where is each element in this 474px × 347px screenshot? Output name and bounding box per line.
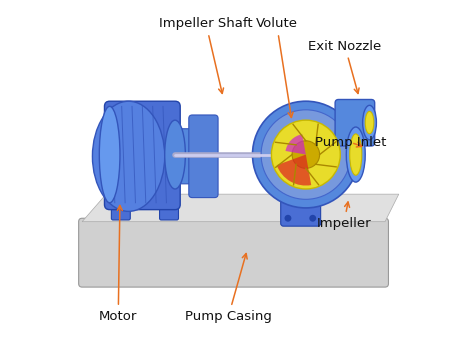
FancyBboxPatch shape — [104, 101, 180, 210]
Circle shape — [272, 120, 340, 189]
Ellipse shape — [363, 105, 376, 140]
Circle shape — [253, 101, 359, 208]
FancyBboxPatch shape — [170, 129, 201, 184]
Ellipse shape — [350, 134, 362, 175]
Circle shape — [284, 215, 292, 222]
Circle shape — [261, 110, 351, 199]
Ellipse shape — [346, 127, 365, 182]
Ellipse shape — [100, 107, 120, 203]
Circle shape — [310, 215, 316, 222]
Text: Impeller: Impeller — [317, 202, 371, 230]
Ellipse shape — [164, 120, 185, 189]
Text: Pump Casing: Pump Casing — [185, 254, 272, 323]
Text: Motor: Motor — [99, 205, 137, 323]
FancyBboxPatch shape — [160, 197, 179, 220]
FancyBboxPatch shape — [111, 197, 130, 220]
Text: Volute: Volute — [255, 17, 298, 117]
Wedge shape — [277, 154, 311, 186]
Circle shape — [292, 141, 319, 168]
Text: Exit Nozzle: Exit Nozzle — [308, 40, 382, 93]
FancyBboxPatch shape — [281, 196, 320, 226]
Wedge shape — [285, 134, 306, 154]
FancyBboxPatch shape — [335, 100, 374, 146]
Ellipse shape — [92, 101, 164, 211]
FancyBboxPatch shape — [189, 115, 218, 197]
FancyBboxPatch shape — [79, 218, 389, 287]
Text: Pump Inlet: Pump Inlet — [315, 136, 387, 149]
Text: Impeller Shaft: Impeller Shaft — [159, 17, 253, 93]
Ellipse shape — [365, 111, 374, 134]
Polygon shape — [82, 194, 399, 222]
